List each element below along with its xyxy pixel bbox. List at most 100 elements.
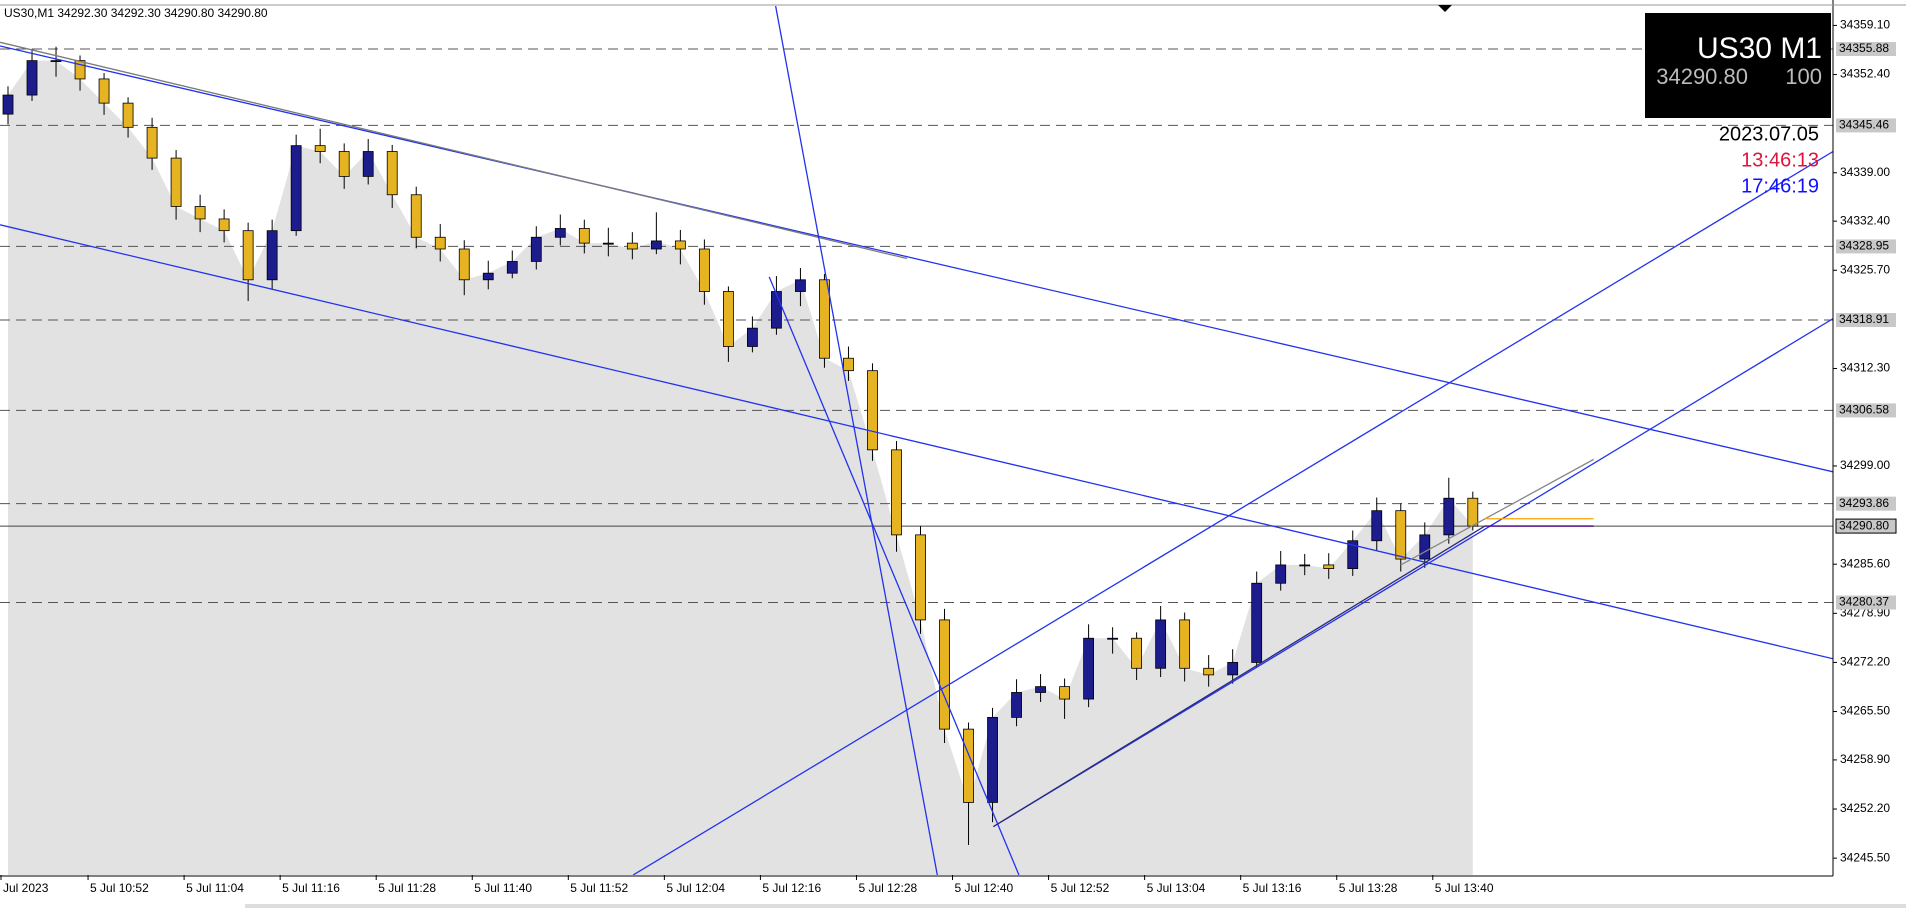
y-tick-label: 34312.30 <box>1840 361 1890 375</box>
candle-body <box>530 236 542 262</box>
candle-body <box>290 145 302 232</box>
x-tick-label: 5 Jul 12:04 <box>666 881 725 895</box>
candle-body <box>1227 662 1239 676</box>
level-label: 34328.95 <box>1839 239 1889 253</box>
y-tick-label: 34285.60 <box>1840 556 1890 570</box>
header: US30,M1 34292.30 34292.30 34290.80 34290… <box>4 6 268 20</box>
candle-body <box>915 534 926 621</box>
trend-line <box>0 41 908 260</box>
candle-body <box>242 230 254 281</box>
trend-line <box>774 6 938 875</box>
candle-body <box>626 242 638 250</box>
x-tick-label: Jul 2023 <box>3 881 49 895</box>
candle-body <box>194 206 206 220</box>
y-tick-label: 34265.50 <box>1840 704 1890 718</box>
candle-body <box>98 78 110 104</box>
level-box <box>1836 42 1896 57</box>
candle-body <box>650 240 662 250</box>
y-tick-label: 34258.90 <box>1840 752 1890 766</box>
bid-box <box>1835 518 1897 534</box>
candle-body <box>1251 582 1263 663</box>
y-tick-label: 34325.70 <box>1840 262 1890 276</box>
level-box <box>1836 595 1896 610</box>
candle-body <box>2 94 14 115</box>
x-tick-label: 5 Jul 11:04 <box>186 881 244 895</box>
x-tick-label: 5 Jul 11:28 <box>378 881 436 895</box>
candle-body <box>698 248 710 292</box>
level-box <box>1836 313 1896 328</box>
trend-line <box>1400 458 1594 566</box>
level-box <box>1836 403 1896 418</box>
candle-body <box>939 619 950 730</box>
level-box <box>1836 118 1896 133</box>
x-tick-label: 5 Jul 11:40 <box>474 881 532 895</box>
trend-line <box>0 224 1833 660</box>
trend-line <box>993 525 1486 828</box>
level-label: 34280.37 <box>1839 595 1889 609</box>
candle-body <box>1203 667 1215 676</box>
time-local: 13:46:13 <box>1741 149 1819 171</box>
shift-marker <box>1438 5 1452 12</box>
candle-body <box>1179 619 1191 669</box>
y-tick-label: 34332.40 <box>1840 213 1890 227</box>
candle-body <box>50 60 62 63</box>
symbol-title: US30 M1 <box>1697 32 1822 65</box>
candle-body <box>338 151 350 177</box>
y-tick-label: 34245.50 <box>1840 850 1890 864</box>
candle-body <box>1419 534 1431 560</box>
candle-body <box>1299 564 1311 567</box>
candle-body <box>506 261 518 274</box>
trend-line <box>0 45 1833 473</box>
candle-body <box>1443 497 1455 536</box>
candle-body <box>1275 564 1287 584</box>
x-tick-label: 5 Jul 12:16 <box>762 881 821 895</box>
level-label: 34345.46 <box>1839 118 1889 132</box>
candle-body <box>1011 692 1022 718</box>
trend-line <box>632 150 1833 875</box>
x-tick-label: 5 Jul 13:16 <box>1243 881 1302 895</box>
x-tick-label: 5 Jul 12:52 <box>1051 881 1110 895</box>
candle-body <box>987 716 998 803</box>
bid-label: 34290.80 <box>1839 518 1889 532</box>
close-area <box>8 60 1473 875</box>
candle-body <box>1035 686 1046 693</box>
plot-area <box>0 6 1833 875</box>
candle-body <box>1107 637 1119 640</box>
candle-body <box>1323 564 1335 569</box>
candle-body <box>1131 637 1143 669</box>
y-tick-label: 34252.20 <box>1840 801 1890 815</box>
candle-body <box>867 370 878 451</box>
candle-body <box>891 449 902 536</box>
scrollbar <box>245 904 1906 908</box>
y-tick-label: 34272.20 <box>1840 655 1890 669</box>
candle-body <box>218 218 230 232</box>
candle-body <box>963 728 974 803</box>
x-tick-label: 5 Jul 12:40 <box>955 881 1014 895</box>
x-tick-label: 5 Jul 11:52 <box>570 881 628 895</box>
candle-body <box>1059 686 1070 700</box>
candle-body <box>458 248 470 281</box>
y-tick-label: 34359.10 <box>1840 18 1890 32</box>
x-tick-label: 5 Jul 10:52 <box>90 881 149 895</box>
candle-body <box>362 151 374 177</box>
level-box <box>1836 496 1896 511</box>
x-tick-label: 5 Jul 13:04 <box>1147 881 1206 895</box>
candle-body <box>578 228 590 244</box>
candle-body <box>747 327 758 347</box>
candle-body <box>843 357 854 372</box>
candle-body <box>26 60 38 96</box>
level-box <box>1836 239 1896 254</box>
candle-body <box>170 157 182 207</box>
candle-body <box>314 145 326 152</box>
candle-body <box>434 236 446 250</box>
candle-body <box>722 291 734 347</box>
y-tick-label: 34352.40 <box>1840 67 1890 81</box>
x-tick-label: 5 Jul 11:16 <box>282 881 340 895</box>
candle-body <box>602 242 614 245</box>
candle-body <box>554 228 566 238</box>
symbol-box <box>1645 13 1831 118</box>
candle-body <box>795 279 806 292</box>
time-server: 17:46:19 <box>1741 175 1819 197</box>
